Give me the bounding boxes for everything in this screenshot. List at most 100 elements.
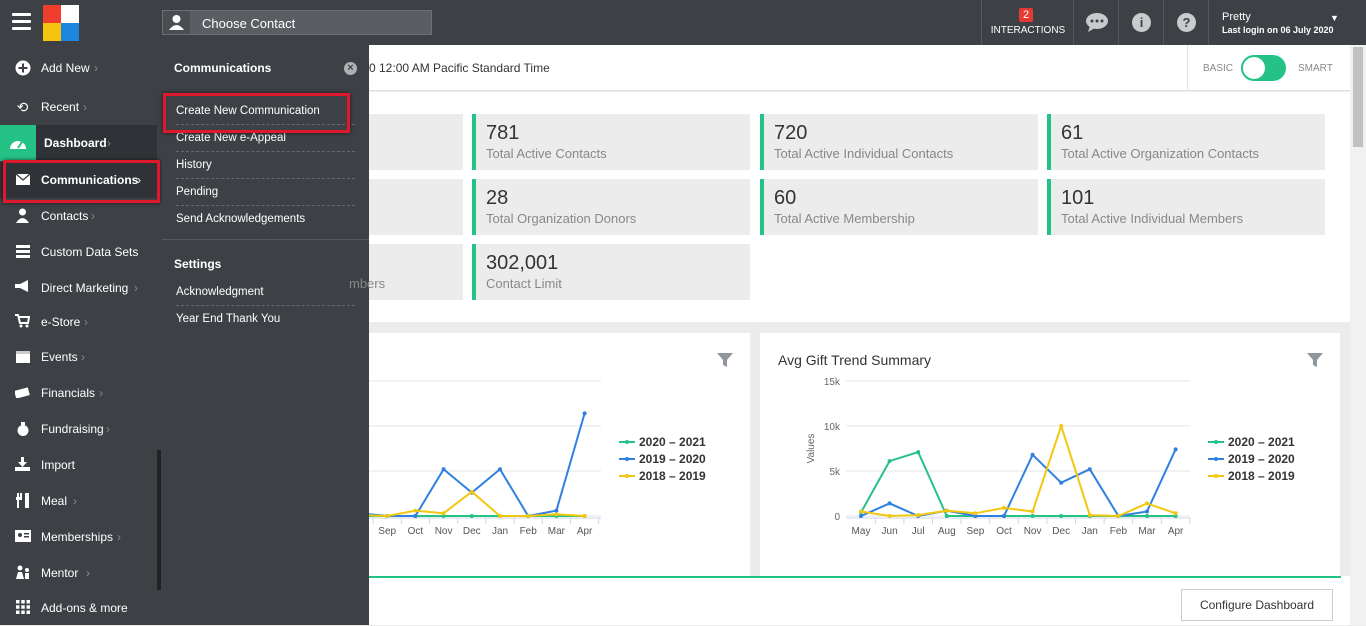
- legend-label: 2020 – 2021: [639, 435, 706, 449]
- stat-card: 302,001 Contact Limit: [472, 244, 750, 300]
- top-bar: Choose Contact 2 INTERACTIONS i ? Pretty…: [0, 0, 1366, 45]
- close-icon[interactable]: ×: [344, 62, 357, 75]
- sidebar-item-communications[interactable]: Communications ›: [0, 162, 157, 198]
- flyout-item-pending[interactable]: Pending: [176, 179, 355, 206]
- basic-label: BASIC: [1203, 63, 1234, 74]
- sidebar-item-direct-marketing[interactable]: Direct Marketing ›: [0, 270, 157, 306]
- chevron-right-icon: ›: [106, 422, 110, 436]
- data-point: [887, 459, 892, 464]
- money-icon: [13, 385, 31, 401]
- flyout-item-label: History: [176, 159, 212, 171]
- last-login-text: Last login on 06 July 2020: [1222, 25, 1334, 35]
- chat-button[interactable]: [1073, 0, 1118, 45]
- caret-down-icon[interactable]: ▼: [1330, 13, 1339, 23]
- sidebar-item-add-ons[interactable]: Add-ons & more: [0, 590, 157, 626]
- flyout-item-create-new-communication[interactable]: Create New Communication: [176, 98, 355, 125]
- scrollbar-thumb[interactable]: [1353, 47, 1363, 147]
- x-tick-label: Jun: [882, 526, 898, 537]
- sidebar-item-custom-data-sets[interactable]: Custom Data Sets: [0, 234, 157, 270]
- sidebar-item-label: Import: [41, 458, 76, 472]
- flyout-item-label: Create New e-Appeal: [176, 132, 286, 144]
- data-point: [1087, 513, 1092, 518]
- sidebar-item-e-store[interactable]: e-Store ›: [0, 304, 157, 340]
- sidebar-item-meal[interactable]: Meal ›: [0, 483, 157, 519]
- sidebar-item-label: Custom Data Sets: [41, 245, 139, 259]
- chevron-right-icon: ›: [91, 209, 95, 223]
- configure-dashboard-button[interactable]: Configure Dashboard: [1181, 589, 1333, 621]
- data-point: [1059, 514, 1064, 518]
- legend-swatch-dot: [1214, 457, 1218, 461]
- data-point: [498, 467, 502, 472]
- sidebar-item-label: e-Store: [41, 315, 81, 329]
- sidebar-item-fundraising[interactable]: Fundraising ›: [0, 411, 157, 447]
- stat-card: 101 Total Active Individual Members: [1047, 179, 1325, 235]
- data-point: [1145, 509, 1149, 514]
- sidebar-item-contacts[interactable]: Contacts ›: [0, 198, 157, 234]
- interactions-button[interactable]: 2 INTERACTIONS: [981, 0, 1073, 45]
- help-button[interactable]: ?: [1163, 0, 1208, 45]
- sidebar-item-memberships[interactable]: Memberships ›: [0, 519, 157, 555]
- flyout-item-year-end-thank-you[interactable]: Year End Thank You: [176, 306, 355, 333]
- toggle-knob: [1243, 57, 1265, 79]
- communications-highlight-box: [3, 160, 160, 203]
- stat-label: Total Active Organization Contacts: [1061, 146, 1259, 161]
- filter-icon[interactable]: [716, 351, 734, 369]
- stat-label: Total Active Contacts: [486, 146, 607, 161]
- data-point: [1059, 424, 1064, 428]
- sidebar-item-label: Add-ons & more: [41, 601, 128, 615]
- x-tick-label: Mar: [548, 526, 566, 537]
- sidebar-item-add-new[interactable]: Add New ›: [0, 50, 157, 86]
- filter-icon[interactable]: [1306, 351, 1324, 369]
- data-point: [1116, 514, 1121, 518]
- app-logo[interactable]: [43, 5, 79, 41]
- x-tick-label: Nov: [435, 526, 453, 537]
- cart-icon: [14, 314, 31, 330]
- flyout-item-create-new-e-appeal[interactable]: Create New e-Appeal: [176, 125, 355, 152]
- x-tick-label: Nov: [1024, 526, 1042, 537]
- flyout-item-history[interactable]: History: [176, 152, 355, 179]
- data-point: [1030, 509, 1035, 514]
- sidebar-item-mentor[interactable]: Mentor ›: [0, 555, 157, 591]
- x-tick-label: Apr: [1168, 526, 1184, 537]
- plus-circle-icon: [14, 60, 31, 76]
- legend-label: 2019 – 2020: [639, 452, 706, 466]
- sidebar-item-events[interactable]: Events ›: [0, 339, 157, 375]
- stat-value: 61: [1061, 122, 1084, 144]
- flyout-item-send-acknowledgements[interactable]: Send Acknowledgements: [176, 206, 355, 233]
- legend-swatch-dot: [625, 474, 629, 478]
- data-point: [441, 467, 446, 472]
- chevron-right-icon: ›: [84, 315, 88, 329]
- history-icon: ⟲: [16, 99, 29, 115]
- data-point: [1002, 514, 1006, 518]
- user-menu[interactable]: Pretty Last login on 06 July 2020 ▼: [1208, 0, 1366, 45]
- x-tick-label: Jul: [912, 526, 925, 537]
- sidebar-item-financials[interactable]: Financials ›: [0, 375, 157, 411]
- sidebar-item-import[interactable]: Import: [0, 447, 157, 483]
- sidebar-item-label: Memberships: [41, 530, 114, 544]
- stat-card-partial: mbers: [349, 244, 463, 300]
- data-point: [887, 501, 892, 506]
- sidebar-item-recent[interactable]: ⟲ Recent ›: [0, 89, 157, 125]
- sidebar-scrollbar[interactable]: [157, 450, 161, 590]
- x-tick-label: Oct: [996, 526, 1012, 537]
- flyout-item-acknowledgment[interactable]: Acknowledgment: [176, 279, 355, 306]
- sidebar-item-dashboard[interactable]: Dashboard ›: [0, 125, 157, 161]
- person-icon: [14, 208, 31, 224]
- choose-contact-field[interactable]: Choose Contact: [162, 10, 432, 35]
- data-point: [385, 514, 390, 518]
- info-button[interactable]: i: [1118, 0, 1163, 45]
- stat-card: 781 Total Active Contacts: [472, 114, 750, 170]
- legend-swatch-dot: [1214, 474, 1218, 478]
- page-scrollbar[interactable]: [1350, 45, 1366, 625]
- series-line: [860, 448, 1177, 518]
- stat-label: mbers: [349, 276, 386, 291]
- flyout-title: Communications: [174, 61, 272, 75]
- chevron-right-icon: ›: [83, 100, 87, 114]
- sidebar-item-label: Add New: [41, 61, 90, 75]
- dashboard-main: 0 12:00 AM Pacific Standard Time BASIC S…: [349, 45, 1350, 625]
- basic-smart-toggle[interactable]: [1241, 55, 1286, 81]
- hamburger-menu-icon[interactable]: [12, 13, 31, 31]
- timezone-text: 0 12:00 AM Pacific Standard Time: [369, 61, 550, 75]
- stat-card-partial: [369, 114, 463, 170]
